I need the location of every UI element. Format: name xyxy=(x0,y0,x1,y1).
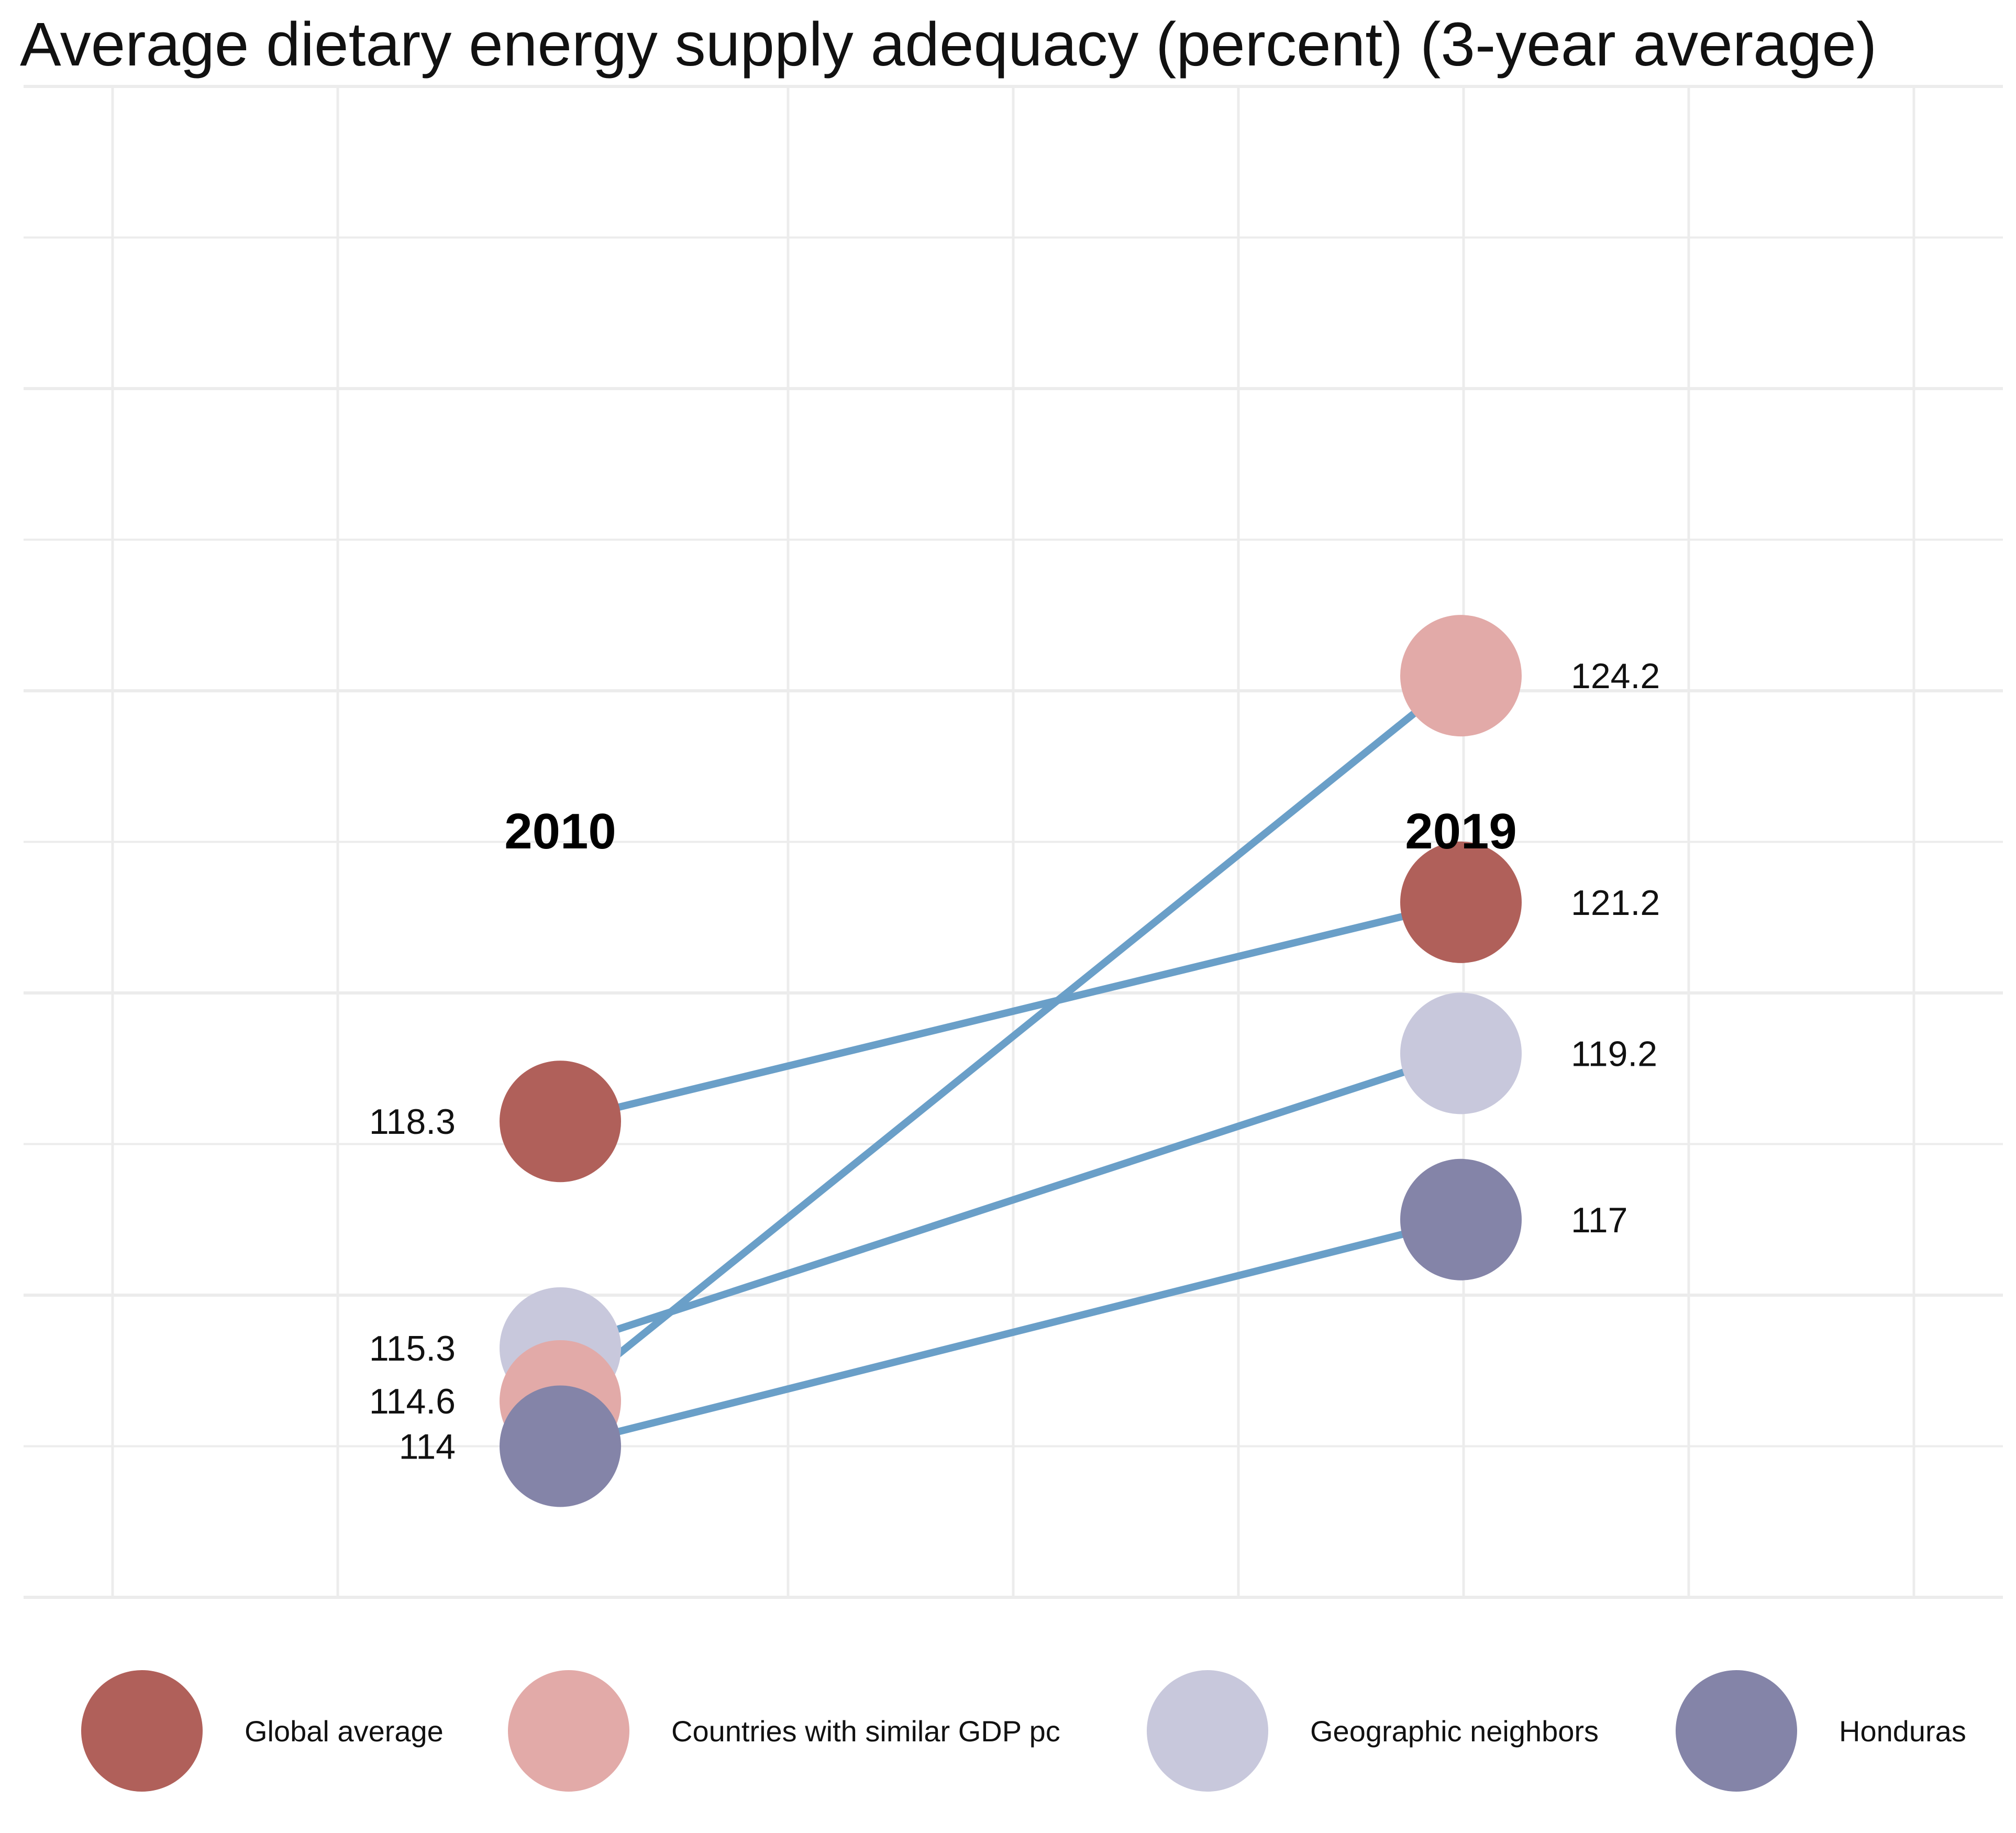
legend: Global average Countries with similar GD… xyxy=(0,1668,2016,1794)
data-label: 118.3 xyxy=(369,1102,456,1142)
legend-label: Countries with similar GDP pc xyxy=(671,1714,1060,1748)
legend-item-honduras: Honduras xyxy=(1676,1668,1966,1794)
slope-lines xyxy=(557,672,1465,1450)
data-point xyxy=(500,1385,621,1507)
data-points xyxy=(500,615,1522,1507)
data-point xyxy=(1400,615,1522,737)
legend-item-geographic-neighbors: Geographic neighbors xyxy=(1147,1668,1599,1794)
legend-item-global-average: Global average xyxy=(81,1668,444,1794)
year-labels: 2010 2019 xyxy=(504,803,1517,859)
year-label: 2010 xyxy=(504,803,616,859)
legend-item-similar-gdp: Countries with similar GDP pc xyxy=(508,1668,1060,1794)
legend-label: Global average xyxy=(245,1714,444,1748)
year-label: 2019 xyxy=(1405,803,1517,859)
data-label: 114.6 xyxy=(369,1382,456,1421)
data-label: 121.2 xyxy=(1571,883,1660,923)
data-point xyxy=(1400,841,1522,963)
slope-line xyxy=(557,1216,1465,1450)
slope-line xyxy=(557,1050,1465,1352)
data-labels: 118.3 121.2 114.6 124.2 115.3 119.2 114 117 xyxy=(369,656,1660,1466)
legend-swatch xyxy=(1676,1670,1797,1792)
data-point xyxy=(1400,1158,1522,1280)
data-label: 115.3 xyxy=(369,1329,456,1368)
chart-title: Average dietary energy supply adequacy (… xyxy=(20,10,1877,79)
data-point xyxy=(500,1061,621,1183)
data-label: 119.2 xyxy=(1571,1034,1657,1074)
legend-swatch xyxy=(81,1670,203,1792)
legend-label: Geographic neighbors xyxy=(1310,1714,1599,1748)
grid xyxy=(24,85,2003,1599)
slope-line xyxy=(557,672,1465,1405)
slope-chart: 118.3 121.2 114.6 124.2 115.3 119.2 114 117 201… xyxy=(24,85,2003,1599)
data-point xyxy=(1400,992,1522,1114)
legend-label: Honduras xyxy=(1839,1714,1966,1748)
data-label: 114 xyxy=(399,1427,456,1467)
data-label: 117 xyxy=(1571,1200,1627,1240)
data-label: 124.2 xyxy=(1571,656,1660,696)
legend-swatch xyxy=(508,1670,629,1792)
legend-swatch xyxy=(1147,1670,1268,1792)
slope-line xyxy=(557,898,1465,1125)
